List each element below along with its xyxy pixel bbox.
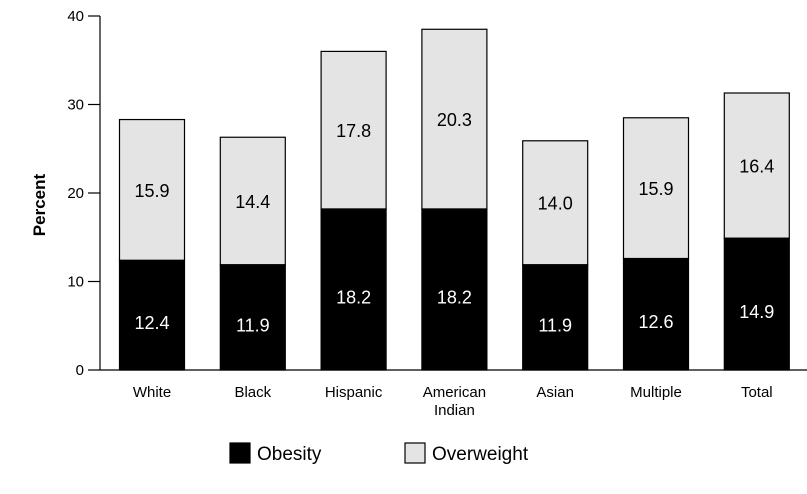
data-label-obesity: 12.4 xyxy=(134,313,169,333)
data-label-overweight: 15.9 xyxy=(134,181,169,201)
data-label-overweight: 17.8 xyxy=(336,121,371,141)
bar-group: 11.9 14.4 xyxy=(219,136,286,371)
x-tick-label: Hispanic xyxy=(325,384,383,401)
bar-obesity xyxy=(421,208,488,371)
bar-overweight xyxy=(118,118,186,261)
x-tick-label: Black xyxy=(234,384,271,401)
y-tick-label: 20 xyxy=(67,185,84,202)
data-label-overweight: 14.4 xyxy=(235,192,270,212)
bar-obesity xyxy=(219,264,286,371)
y-tick-label: 30 xyxy=(67,97,84,114)
bar-obesity xyxy=(320,208,387,371)
bar-group: 14.9 16.4 xyxy=(723,92,790,371)
bar-group: 12.6 15.9 xyxy=(622,117,690,371)
bar-overweight xyxy=(622,117,690,260)
data-label-obesity: 18.2 xyxy=(437,287,472,307)
legend-item-obesity: Obesity xyxy=(229,442,322,465)
legend-label: Overweight xyxy=(432,444,529,465)
bars: 12.4 15.9 11.9 14.4 18.2 17.8 18.2 20.3 11.9 14.0… xyxy=(118,28,790,371)
legend-swatch xyxy=(229,442,251,464)
legend: Obesity Overweight xyxy=(229,442,529,465)
x-axis: White Black Hispanic American Indian Asian Mul… xyxy=(100,369,807,419)
bar-group: 18.2 17.8 xyxy=(320,50,387,371)
y-axis: 0 10 20 30 40 xyxy=(67,8,101,379)
bar-overweight xyxy=(219,136,286,266)
bar-obesity xyxy=(622,257,690,371)
bar-overweight xyxy=(522,140,589,266)
y-tick-label: 40 xyxy=(67,8,84,25)
bar-group: 18.2 20.3 xyxy=(421,28,488,371)
y-tick-label: 10 xyxy=(67,274,84,291)
bar-obesity xyxy=(723,237,790,371)
data-label-overweight: 14.0 xyxy=(538,194,573,214)
data-label-obesity: 11.9 xyxy=(236,315,270,335)
data-label-overweight: 20.3 xyxy=(437,110,472,130)
data-label-overweight: 16.4 xyxy=(739,157,774,177)
y-tick-label: 0 xyxy=(76,362,84,379)
x-tick-label: American Indian xyxy=(423,384,486,419)
data-label-obesity: 14.9 xyxy=(739,302,774,322)
bar-group: 11.9 14.0 xyxy=(522,140,589,371)
x-tick-label: Asian xyxy=(536,384,574,401)
bar-overweight xyxy=(723,92,790,239)
legend-label: Obesity xyxy=(257,444,322,465)
data-label-obesity: 18.2 xyxy=(336,287,371,307)
x-tick-label: Total xyxy=(741,384,773,401)
legend-item-overweight: Overweight xyxy=(404,442,529,465)
data-label-overweight: 15.9 xyxy=(638,179,673,199)
x-tick-label: White xyxy=(133,384,171,401)
bar-group: 12.4 15.9 xyxy=(118,118,186,371)
bar-overweight xyxy=(421,28,488,210)
data-label-obesity: 11.9 xyxy=(538,315,572,335)
data-label-obesity: 12.6 xyxy=(638,312,673,332)
y-axis-label: Percent xyxy=(30,173,49,236)
x-tick-label: Multiple xyxy=(630,384,682,401)
legend-swatch xyxy=(404,442,426,464)
bar-overweight xyxy=(320,50,387,210)
